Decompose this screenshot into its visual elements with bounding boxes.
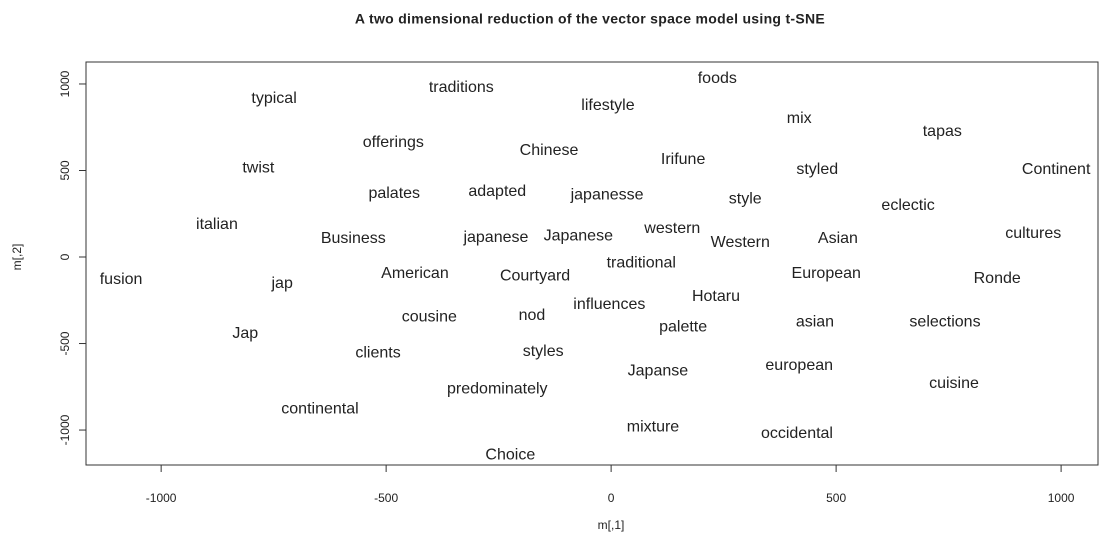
word-point: offerings — [363, 134, 424, 151]
word-point: western — [643, 220, 700, 237]
word-point: cousine — [402, 308, 457, 325]
word-point: lifestyle — [581, 97, 634, 114]
word-point: traditional — [607, 254, 676, 271]
y-tick-label: -500 — [58, 331, 72, 355]
word-point: Business — [321, 230, 386, 247]
word-point: palates — [368, 185, 420, 202]
word-point: Ronde — [974, 270, 1021, 287]
y-axis-label: m[,2] — [10, 244, 24, 271]
word-point: japanese — [462, 229, 528, 246]
word-point: adapted — [468, 183, 526, 200]
word-point: Jap — [232, 325, 258, 342]
word-point: mixture — [627, 418, 680, 435]
word-point: tapas — [923, 123, 962, 140]
word-point: Hotaru — [692, 288, 740, 305]
word-point: occidental — [761, 425, 833, 442]
word-point: Continent — [1022, 161, 1091, 178]
word-point: foods — [698, 70, 737, 87]
word-point: predominately — [447, 380, 548, 397]
plot-frame — [85, 61, 1099, 466]
word-point: eclectic — [881, 197, 934, 214]
word-point: typical — [251, 90, 296, 107]
word-point: cuisine — [929, 375, 979, 392]
word-point: mix — [787, 110, 812, 127]
word-point: continental — [281, 400, 358, 417]
word-point: nod — [519, 307, 546, 324]
x-tick-label: 1000 — [1048, 491, 1075, 505]
word-point: fusion — [100, 271, 143, 288]
word-point: Asian — [818, 230, 858, 247]
word-point: styles — [523, 343, 564, 360]
word-point: Japanese — [544, 227, 613, 244]
x-tick-label: -1000 — [146, 491, 177, 505]
y-tick-label: 0 — [58, 253, 72, 260]
word-point: Courtyard — [500, 267, 570, 284]
word-point: Japanse — [628, 362, 689, 379]
word-point: italian — [196, 216, 238, 233]
word-point: Irifune — [661, 151, 706, 168]
y-tick-label: 1000 — [58, 70, 72, 97]
word-point: selections — [909, 313, 980, 330]
word-point: asian — [796, 313, 834, 330]
word-point: cultures — [1005, 225, 1061, 242]
x-tick-label: -500 — [374, 491, 398, 505]
word-point: twist — [242, 159, 275, 176]
word-point: Western — [711, 234, 770, 251]
word-point: japanesse — [570, 186, 644, 203]
word-point: Chinese — [520, 142, 579, 159]
word-point: clients — [355, 344, 400, 361]
word-point: influences — [573, 296, 645, 313]
chart-title: A two dimensional reduction of the vecto… — [355, 11, 825, 27]
word-point: traditions — [429, 79, 494, 96]
x-tick-label: 500 — [826, 491, 846, 505]
x-axis-label: m[,1] — [598, 518, 625, 532]
word-point: Choice — [485, 446, 535, 463]
word-point: palette — [659, 318, 707, 335]
x-tick-label: 0 — [608, 491, 615, 505]
word-point: European — [792, 265, 861, 282]
word-point: American — [381, 265, 449, 282]
word-point: style — [729, 190, 762, 207]
y-tick-label: -1000 — [58, 414, 72, 445]
word-point: styled — [796, 161, 838, 178]
word-point: jap — [271, 275, 293, 292]
y-tick-label: 500 — [58, 160, 72, 180]
word-point: european — [765, 357, 833, 374]
